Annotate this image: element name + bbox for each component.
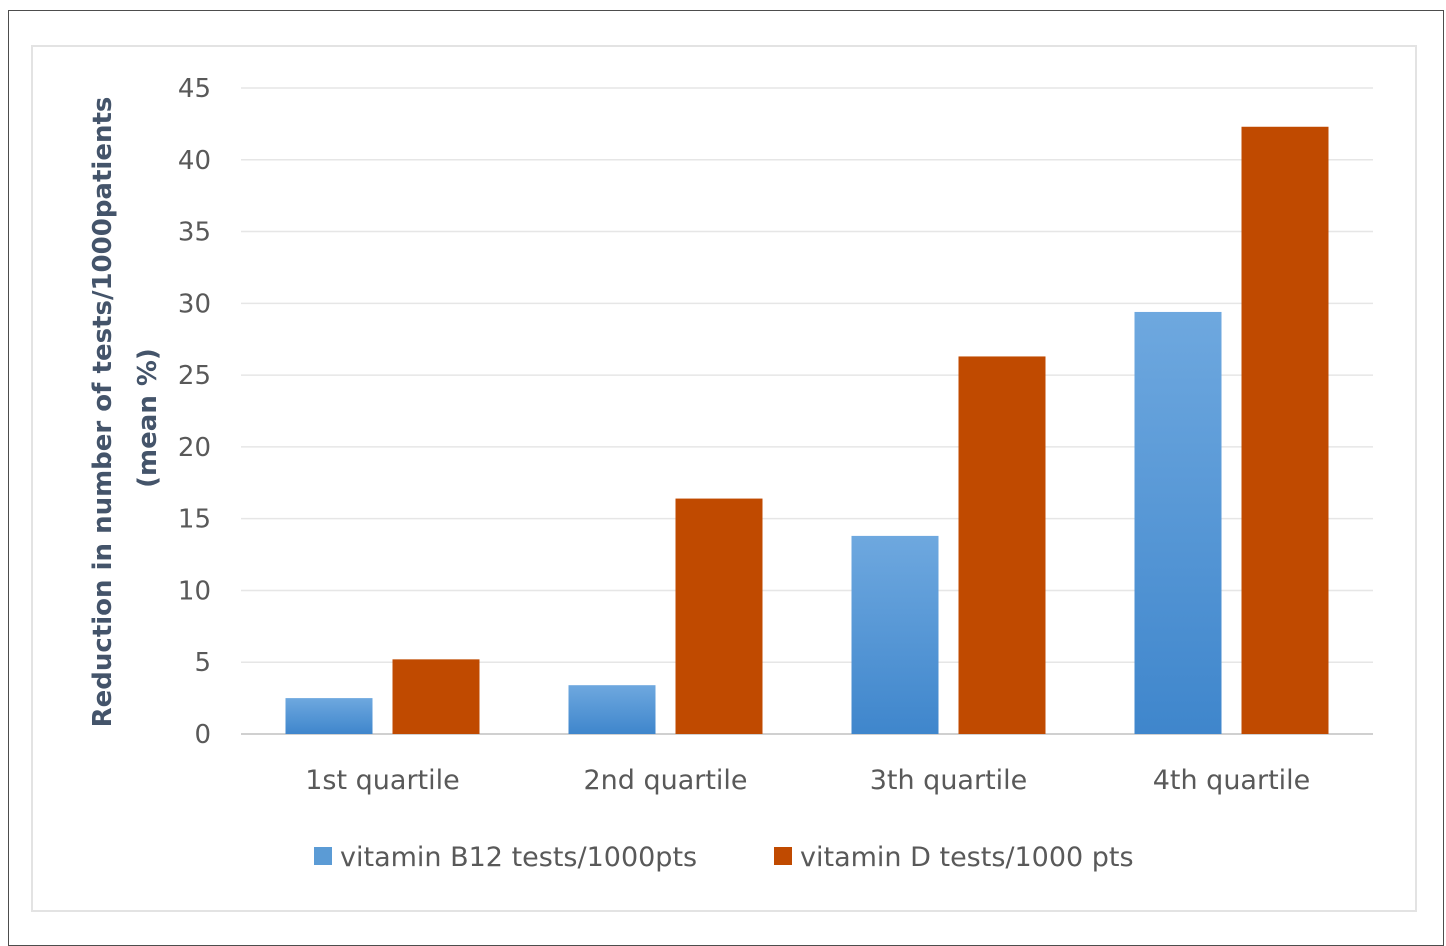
x-axis-categories: 1st quartile 2nd quartile 3th quartile 4th … — [305, 765, 1310, 796]
y-axis-ticks: 0 5 10 15 20 25 30 35 40 45 — [178, 74, 211, 750]
bar-vitamin-d — [392, 659, 480, 734]
y-axis-title-line2: (mean %) — [133, 348, 163, 488]
bars — [285, 126, 1329, 734]
y-tick-label: 30 — [178, 289, 211, 319]
bar-vitamin-b12 — [568, 685, 656, 734]
legend-label: vitamin D tests/1000 pts — [800, 842, 1134, 873]
y-tick-label: 20 — [178, 433, 211, 463]
legend-item-vitamin-d: vitamin D tests/1000 pts — [774, 842, 1134, 873]
y-tick-label: 5 — [194, 648, 211, 678]
y-axis-title: Reduction in number of tests/1000patient… — [88, 97, 163, 728]
y-tick-label: 40 — [178, 146, 211, 176]
x-category-label: 4th quartile — [1153, 765, 1311, 796]
legend: vitamin B12 tests/1000pts vitamin D tests… — [314, 842, 1134, 873]
y-tick-label: 45 — [178, 74, 211, 104]
legend-item-vitamin-b12: vitamin B12 tests/1000pts — [314, 842, 697, 873]
legend-swatch — [774, 847, 792, 865]
y-axis-title-line1: Reduction in number of tests/1000patient… — [88, 97, 118, 728]
legend-swatch — [314, 847, 332, 865]
x-category-label: 1st quartile — [305, 765, 460, 796]
bar-vitamin-d — [675, 498, 763, 734]
x-category-label: 3th quartile — [870, 765, 1028, 796]
y-tick-label: 10 — [178, 576, 211, 606]
y-tick-label: 35 — [178, 218, 211, 248]
y-tick-label: 15 — [178, 505, 211, 535]
bar-vitamin-d — [958, 356, 1046, 734]
x-category-label: 2nd quartile — [583, 765, 747, 796]
y-tick-label: 0 — [194, 720, 211, 750]
bar-vitamin-b12 — [285, 698, 373, 734]
bar-vitamin-d — [1241, 126, 1329, 734]
bar-vitamin-b12 — [1134, 311, 1222, 734]
y-tick-label: 25 — [178, 361, 211, 391]
bar-vitamin-b12 — [851, 535, 939, 734]
legend-label: vitamin B12 tests/1000pts — [340, 842, 697, 873]
